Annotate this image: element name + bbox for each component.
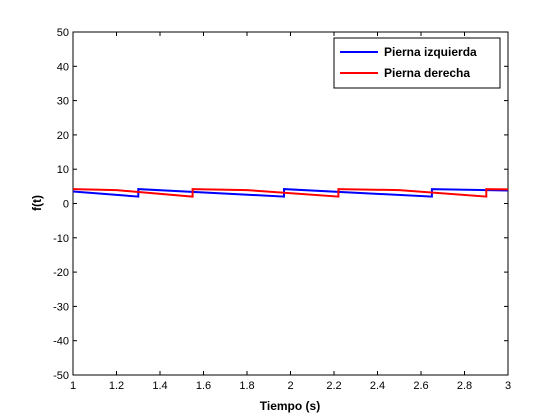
- y-tick-label--30: -30: [53, 301, 69, 313]
- y-tick-label-0: 0: [63, 199, 69, 211]
- x-tick-label-2-4: 2.4: [370, 380, 385, 392]
- x-tick-label-1-4: 1.4: [152, 380, 167, 392]
- legend-box: [333, 37, 501, 89]
- y-axis-label: f(t): [30, 195, 44, 211]
- y-tick-label-10: 10: [57, 164, 69, 176]
- y-tick-label--50: -50: [53, 370, 69, 382]
- x-tick-label-1: 1: [70, 380, 76, 392]
- x-tick-label-3: 3: [505, 380, 511, 392]
- y-tick-label--20: -20: [53, 267, 69, 279]
- x-axis-ticks: 1 1.2 1.4 1.6 1.8 2 2.2 2.4 2.6 2.8 3: [70, 32, 511, 392]
- y-axis-ticks: -50 -40 -30 -20 -10 0 10 20 30 40 50: [53, 27, 508, 382]
- legend-label-pierna-derecha: Pierna derecha: [384, 66, 470, 80]
- x-tick-label-1-8: 1.8: [239, 380, 254, 392]
- series-lines: [72, 188, 509, 198]
- plot-area: [72, 31, 509, 376]
- y-tick-label-30: 30: [57, 96, 69, 108]
- x-tick-label-2-6: 2.6: [413, 380, 428, 392]
- y-tick-label-40: 40: [57, 61, 69, 73]
- y-tick-label--40: -40: [53, 336, 69, 348]
- y-tick-label-20: 20: [57, 130, 69, 142]
- y-tick-label-50: 50: [57, 27, 69, 39]
- x-axis-label: Tiempo (s): [260, 399, 320, 413]
- x-tick-label-1-6: 1.6: [196, 380, 211, 392]
- legend-label-pierna-izquierda: Pierna izquierda: [384, 45, 477, 59]
- x-tick-label-2: 2: [287, 380, 293, 392]
- series-line-pierna-derecha: [72, 188, 509, 198]
- legend: Pierna izquierda Pierna derecha: [333, 37, 501, 89]
- y-tick-label--10: -10: [53, 233, 69, 245]
- x-tick-label-2-2: 2.2: [326, 380, 341, 392]
- x-tick-label-1-2: 1.2: [109, 380, 124, 392]
- x-tick-label-2-8: 2.8: [457, 380, 472, 392]
